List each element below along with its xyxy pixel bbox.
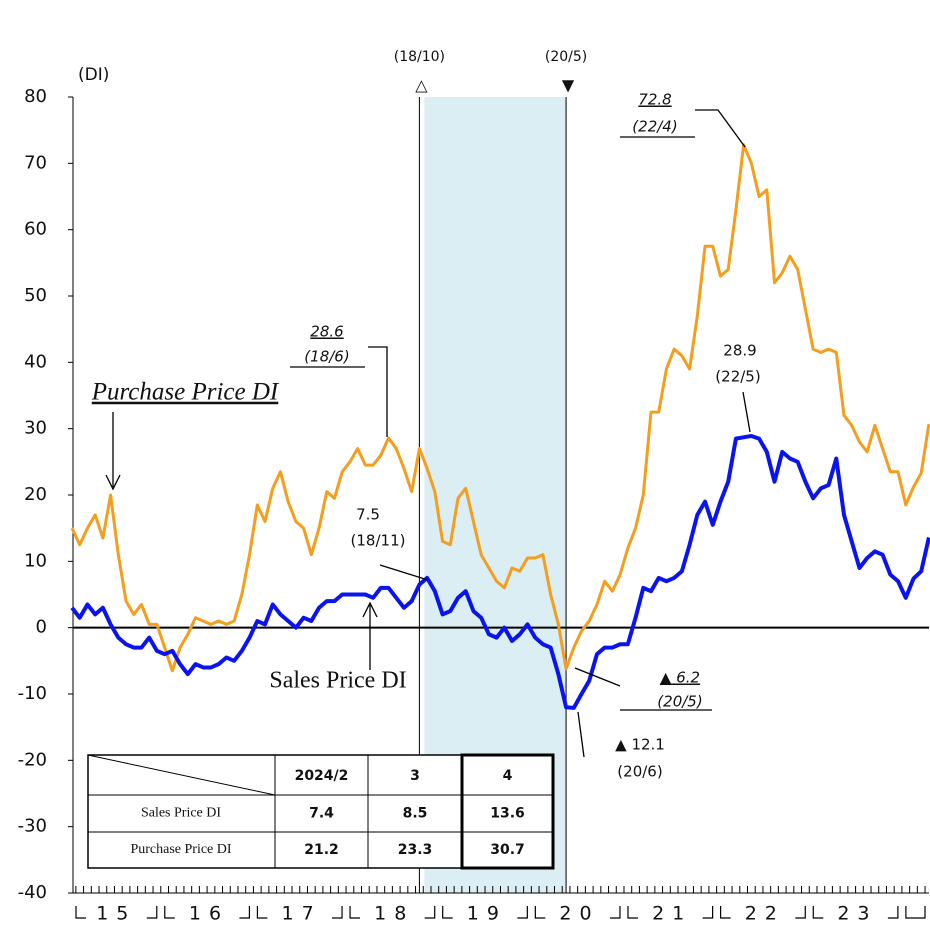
- table-row-label: Purchase Price DI: [130, 842, 231, 857]
- leader-line: [577, 711, 585, 758]
- x-tick-label: 15: [96, 903, 136, 925]
- x-tick-label: 18: [374, 903, 414, 925]
- series-label: Purchase Price DI: [91, 379, 280, 406]
- x-tick-label: 23: [837, 903, 877, 925]
- table-header: 4: [503, 768, 513, 784]
- y-tick-label: -30: [18, 816, 47, 837]
- table-cell: 8.5: [403, 806, 428, 822]
- leader-line: [695, 109, 746, 148]
- marker-label: (20/5): [545, 49, 587, 65]
- table-cell: 13.6: [490, 806, 525, 822]
- y-tick-label: -10: [18, 683, 47, 704]
- annotation: (20/6): [617, 763, 662, 781]
- annotation: ▲ 12.1: [615, 736, 665, 754]
- series-label: Sales Price DI: [269, 668, 406, 694]
- annotation: 28.9: [723, 342, 756, 360]
- annotation: (20/5): [657, 693, 702, 711]
- year-brackets: [75, 906, 926, 919]
- x-tick-label: 19: [467, 903, 507, 925]
- y-tick-label: 40: [24, 351, 47, 372]
- y-tick-label: 80: [24, 86, 47, 107]
- y-unit: (DI): [78, 65, 109, 85]
- annotation: 7.5: [356, 506, 380, 524]
- table-row-label: Sales Price DI: [141, 806, 221, 821]
- table-bg: [87, 754, 554, 869]
- table-cell: 23.3: [398, 842, 433, 858]
- leader-line: [574, 667, 621, 687]
- table-cell: 7.4: [309, 806, 334, 822]
- x-tick-label: 22: [745, 903, 785, 925]
- y-tick-label: -20: [18, 749, 47, 770]
- annotation: ▲ 6.2: [660, 669, 700, 687]
- x-minor-ticks: [75, 886, 926, 893]
- table-highlight: [460, 753, 555, 870]
- y-tick-label: 0: [36, 617, 47, 638]
- annotation: (18/11): [351, 532, 406, 550]
- table-header: 2024/2: [295, 768, 349, 784]
- annotation: (18/6): [304, 348, 349, 366]
- marker-label: (18/10): [394, 49, 445, 65]
- x-tick-label: 17: [282, 903, 322, 925]
- y-tick-label: 10: [24, 550, 47, 571]
- table-cell: 21.2: [304, 842, 339, 858]
- y-tick-label: 60: [24, 219, 47, 240]
- table-diagonal: [87, 754, 276, 796]
- marker-symbol: △: [415, 76, 428, 95]
- leader-line: [368, 346, 388, 437]
- leader-line: [742, 391, 751, 433]
- leader-line: [379, 564, 429, 581]
- x-tick-label: 16: [189, 903, 229, 925]
- y-tick-label: -40: [18, 882, 47, 903]
- series-line: [70, 433, 930, 710]
- y-tick-label: 30: [24, 418, 47, 439]
- x-tick-label: 20: [559, 903, 599, 925]
- arrow-head: [362, 601, 378, 618]
- series-line: [70, 143, 930, 673]
- arrow-head: [105, 474, 121, 491]
- annotation: (22/4): [632, 118, 677, 136]
- y-tick-label: 70: [24, 152, 47, 173]
- table-header: 3: [410, 768, 420, 784]
- annotation: 28.6: [310, 323, 343, 341]
- marker-symbol: ▼: [562, 76, 575, 95]
- x-tick-label: 21: [652, 903, 692, 925]
- y-tick-label: 50: [24, 285, 47, 306]
- table-cell: 30.7: [490, 842, 525, 858]
- annotation: 72.8: [638, 91, 671, 109]
- y-tick-label: 20: [24, 484, 47, 505]
- annotation: (22/5): [715, 368, 760, 386]
